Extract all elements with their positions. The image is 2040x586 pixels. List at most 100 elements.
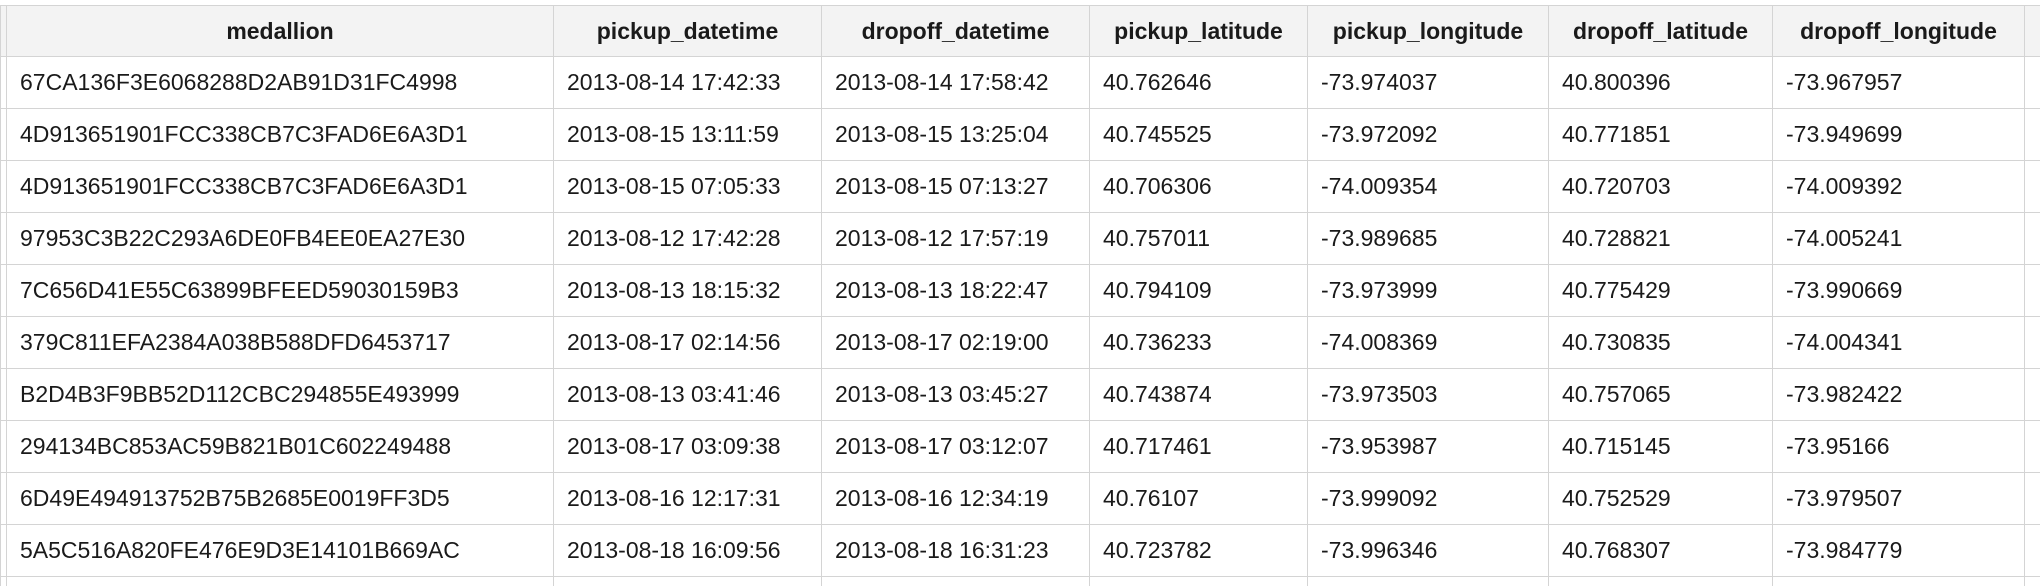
cell-dropoff-longitude[interactable]: -73.967957 — [1772, 56, 2025, 109]
cell-pickup-latitude[interactable]: 40.743874 — [1089, 368, 1308, 421]
cell-dropoff-latitude[interactable]: 40.771851 — [1548, 108, 1773, 161]
cell-medallion[interactable]: 6D49E494913752B75B2685E0019FF3D5 — [6, 472, 554, 525]
cell-dropoff-datetime[interactable]: 2013-08-15 13:25:04 — [821, 108, 1090, 161]
cell-dropoff-longitude[interactable]: -73.979507 — [1772, 472, 2025, 525]
cell-pickup-latitude[interactable]: 40.745525 — [1089, 108, 1308, 161]
cell-pickup-longitude[interactable]: -73.973999 — [1307, 264, 1549, 317]
cell-medallion[interactable]: 67CA136F3E6068288D2AB91D31FC4998 — [6, 56, 554, 109]
cell-pickup-datetime[interactable]: 2013-08-13 18:15:32 — [553, 264, 822, 317]
cell-empty — [0, 576, 7, 586]
cell-dropoff-datetime[interactable]: 2013-08-16 12:34:19 — [821, 472, 1090, 525]
table-row[interactable]: 7C656D41E55C63899BFEED59030159B3 2013-08-… — [0, 264, 2040, 317]
column-header-medallion[interactable]: medallion — [6, 5, 554, 57]
cell-pickup-longitude[interactable]: -73.999092 — [1307, 472, 1549, 525]
cell-medallion[interactable]: B2D4B3F9BB52D112CBC294855E493999 — [6, 368, 554, 421]
cell-pickup-datetime[interactable]: 2013-08-13 03:41:46 — [553, 368, 822, 421]
cell-empty — [1089, 576, 1308, 586]
column-header-pickup-datetime[interactable]: pickup_datetime — [553, 5, 822, 57]
cell-pickup-longitude[interactable]: -73.972092 — [1307, 108, 1549, 161]
cell-pickup-datetime[interactable]: 2013-08-18 16:09:56 — [553, 524, 822, 577]
cell-filler — [2024, 420, 2040, 473]
cell-pickup-longitude[interactable]: -73.953987 — [1307, 420, 1549, 473]
column-header-filler — [2024, 5, 2040, 57]
cell-pickup-datetime[interactable]: 2013-08-15 13:11:59 — [553, 108, 822, 161]
cell-pickup-longitude[interactable]: -74.008369 — [1307, 316, 1549, 369]
cell-dropoff-datetime[interactable]: 2013-08-15 07:13:27 — [821, 160, 1090, 213]
cell-dropoff-latitude[interactable]: 40.728821 — [1548, 212, 1773, 265]
cell-pickup-latitude[interactable]: 40.736233 — [1089, 316, 1308, 369]
cell-medallion[interactable]: 97953C3B22C293A6DE0FB4EE0EA27E30 — [6, 212, 554, 265]
cell-dropoff-latitude[interactable]: 40.775429 — [1548, 264, 1773, 317]
cell-pickup-latitude[interactable]: 40.706306 — [1089, 160, 1308, 213]
cell-dropoff-datetime[interactable]: 2013-08-17 02:19:00 — [821, 316, 1090, 369]
cell-medallion[interactable]: 294134BC853AC59B821B01C602249488 — [6, 420, 554, 473]
cell-filler — [2024, 212, 2040, 265]
table-row[interactable]: 4D913651901FCC338CB7C3FAD6E6A3D1 2013-08-… — [0, 108, 2040, 161]
cell-pickup-longitude[interactable]: -73.996346 — [1307, 524, 1549, 577]
table-row[interactable]: 67CA136F3E6068288D2AB91D31FC4998 2013-08-… — [0, 56, 2040, 109]
cell-pickup-latitude[interactable]: 40.723782 — [1089, 524, 1308, 577]
cell-dropoff-longitude[interactable]: -74.005241 — [1772, 212, 2025, 265]
cell-dropoff-longitude[interactable]: -74.009392 — [1772, 160, 2025, 213]
column-header-dropoff-longitude[interactable]: dropoff_longitude — [1772, 5, 2025, 57]
table-row[interactable]: 294134BC853AC59B821B01C602249488 2013-08-… — [0, 420, 2040, 473]
cell-filler — [2024, 368, 2040, 421]
cell-dropoff-latitude[interactable]: 40.715145 — [1548, 420, 1773, 473]
cell-filler — [2024, 108, 2040, 161]
table-row[interactable]: 4D913651901FCC338CB7C3FAD6E6A3D1 2013-08-… — [0, 160, 2040, 213]
cell-dropoff-datetime[interactable]: 2013-08-13 18:22:47 — [821, 264, 1090, 317]
cell-dropoff-latitude[interactable]: 40.752529 — [1548, 472, 1773, 525]
cell-dropoff-longitude[interactable]: -74.004341 — [1772, 316, 2025, 369]
cell-filler — [2024, 56, 2040, 109]
cell-pickup-datetime[interactable]: 2013-08-14 17:42:33 — [553, 56, 822, 109]
cell-medallion[interactable]: 7C656D41E55C63899BFEED59030159B3 — [6, 264, 554, 317]
column-header-pickup-latitude[interactable]: pickup_latitude — [1089, 5, 1308, 57]
header-row: medallion pickup_datetime dropoff_dateti… — [0, 5, 2040, 57]
table-row[interactable]: 379C811EFA2384A038B588DFD6453717 2013-08-… — [0, 316, 2040, 369]
cell-dropoff-longitude[interactable]: -73.982422 — [1772, 368, 2025, 421]
cell-pickup-latitude[interactable]: 40.717461 — [1089, 420, 1308, 473]
cell-dropoff-longitude[interactable]: -73.95166 — [1772, 420, 2025, 473]
column-header-dropoff-latitude[interactable]: dropoff_latitude — [1548, 5, 1773, 57]
cell-dropoff-datetime[interactable]: 2013-08-17 03:12:07 — [821, 420, 1090, 473]
cell-pickup-longitude[interactable]: -73.974037 — [1307, 56, 1549, 109]
cell-dropoff-longitude[interactable]: -73.984779 — [1772, 524, 2025, 577]
table-body: 67CA136F3E6068288D2AB91D31FC4998 2013-08-… — [0, 56, 2040, 586]
cell-pickup-datetime[interactable]: 2013-08-16 12:17:31 — [553, 472, 822, 525]
cell-dropoff-longitude[interactable]: -73.990669 — [1772, 264, 2025, 317]
cell-pickup-longitude[interactable]: -74.009354 — [1307, 160, 1549, 213]
cell-dropoff-latitude[interactable]: 40.757065 — [1548, 368, 1773, 421]
cell-dropoff-latitude[interactable]: 40.800396 — [1548, 56, 1773, 109]
cell-pickup-datetime[interactable]: 2013-08-12 17:42:28 — [553, 212, 822, 265]
table-row[interactable]: B2D4B3F9BB52D112CBC294855E493999 2013-08-… — [0, 368, 2040, 421]
cell-pickup-longitude[interactable]: -73.973503 — [1307, 368, 1549, 421]
cell-medallion[interactable]: 4D913651901FCC338CB7C3FAD6E6A3D1 — [6, 108, 554, 161]
cell-pickup-latitude[interactable]: 40.76107 — [1089, 472, 1308, 525]
cell-dropoff-datetime[interactable]: 2013-08-13 03:45:27 — [821, 368, 1090, 421]
cell-pickup-latitude[interactable]: 40.762646 — [1089, 56, 1308, 109]
cell-pickup-datetime[interactable]: 2013-08-17 02:14:56 — [553, 316, 822, 369]
cell-filler — [2024, 264, 2040, 317]
table-row[interactable]: 5A5C516A820FE476E9D3E14101B669AC 2013-08-… — [0, 524, 2040, 577]
cell-dropoff-longitude[interactable]: -73.949699 — [1772, 108, 2025, 161]
cell-dropoff-datetime[interactable]: 2013-08-18 16:31:23 — [821, 524, 1090, 577]
cell-dropoff-datetime[interactable]: 2013-08-14 17:58:42 — [821, 56, 1090, 109]
cell-medallion[interactable]: 5A5C516A820FE476E9D3E14101B669AC — [6, 524, 554, 577]
cell-pickup-datetime[interactable]: 2013-08-15 07:05:33 — [553, 160, 822, 213]
cell-dropoff-latitude[interactable]: 40.768307 — [1548, 524, 1773, 577]
table-row[interactable]: 6D49E494913752B75B2685E0019FF3D5 2013-08-… — [0, 472, 2040, 525]
cell-pickup-datetime[interactable]: 2013-08-17 03:09:38 — [553, 420, 822, 473]
cell-medallion[interactable]: 4D913651901FCC338CB7C3FAD6E6A3D1 — [6, 160, 554, 213]
cell-pickup-longitude[interactable]: -73.989685 — [1307, 212, 1549, 265]
column-header-dropoff-datetime[interactable]: dropoff_datetime — [821, 5, 1090, 57]
cell-dropoff-datetime[interactable]: 2013-08-12 17:57:19 — [821, 212, 1090, 265]
column-header-pickup-longitude[interactable]: pickup_longitude — [1307, 5, 1549, 57]
table-row[interactable]: 97953C3B22C293A6DE0FB4EE0EA27E30 2013-08-… — [0, 212, 2040, 265]
cell-medallion[interactable]: 379C811EFA2384A038B588DFD6453717 — [6, 316, 554, 369]
cell-empty — [1307, 576, 1549, 586]
cell-dropoff-latitude[interactable]: 40.730835 — [1548, 316, 1773, 369]
cell-dropoff-latitude[interactable]: 40.720703 — [1548, 160, 1773, 213]
cell-pickup-latitude[interactable]: 40.757011 — [1089, 212, 1308, 265]
cell-pickup-latitude[interactable]: 40.794109 — [1089, 264, 1308, 317]
